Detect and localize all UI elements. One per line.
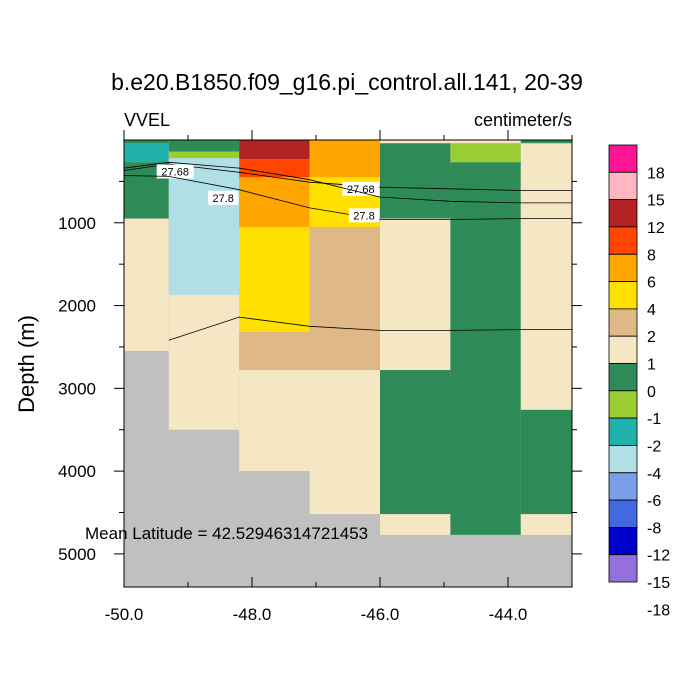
heatmap-cell: [520, 143, 572, 410]
colorbar-label: 2: [647, 329, 656, 346]
colorbar-label: -8: [647, 520, 661, 537]
mean-latitude-annotation: Mean Latitude = 42.52946314721453: [85, 524, 368, 543]
heatmap-cell: [239, 140, 310, 159]
contour-line: [123, 175, 572, 220]
heatmap-cell: [239, 177, 310, 227]
contour-label: 27.68: [347, 184, 375, 196]
heatmap-cell: [309, 226, 380, 371]
heatmap-cell: [450, 140, 521, 144]
heatmap-cell: [450, 162, 521, 535]
colorbar-label: 4: [647, 302, 656, 319]
contour-label-bg: [348, 208, 380, 223]
variable-label: VVEL: [124, 110, 170, 130]
heatmap-cell: [239, 159, 310, 178]
heatmap-cell: [168, 294, 240, 430]
heatmap-cell: [520, 409, 572, 515]
colorbar-label: -18: [647, 602, 670, 619]
heatmap-cell: [380, 370, 451, 515]
heatmap-cell: [309, 370, 380, 515]
colorbar-box: [608, 171, 638, 201]
colorbar-box: [608, 417, 638, 446]
colorbar-box: [608, 335, 638, 364]
colorbar-label: 8: [647, 247, 656, 264]
colorbar-label: 18: [647, 165, 665, 182]
colorbar-label: -4: [647, 466, 661, 483]
colorbar-box: [608, 281, 638, 310]
chart-title: b.e20.B1850.f09_g16.pi_control.all.141, …: [111, 69, 583, 95]
y-tick-label: 1000: [58, 214, 96, 233]
colorbar-box: [608, 390, 638, 419]
contour-label-bg: [342, 181, 380, 196]
x-tick-label: -44.0: [489, 605, 528, 624]
contour-label-bg: [208, 190, 239, 205]
x-tick-label: -50.0: [105, 605, 144, 624]
heatmap-cell: [239, 332, 310, 371]
heatmap-cell: [380, 218, 451, 371]
contour-label: 27.68: [161, 167, 189, 179]
heatmap-cell: [124, 218, 169, 351]
heatmap-cell: [124, 143, 169, 163]
x-tick-label: -46.0: [361, 605, 400, 624]
colorbar-box: [608, 363, 638, 392]
heatmap-cell: [168, 140, 240, 152]
colorbar-box: [608, 444, 638, 474]
y-tick-label: 2000: [58, 297, 96, 316]
colorbar: 18 15 12 8 6 4 2 1 0 -1 -2 -4 -6 -8 -12 -15 -18: [608, 144, 670, 619]
heatmap-cell: [309, 140, 380, 178]
plot-frame: [123, 139, 573, 588]
contour-label: 27.8: [353, 210, 374, 222]
heatmap-cell: [450, 143, 521, 163]
contour-line: [168, 316, 572, 341]
colorbar-label: 12: [647, 220, 665, 237]
units-label: centimeter/s: [474, 110, 572, 130]
y-tick-label: 4000: [58, 462, 96, 481]
colorbar-box: [608, 472, 638, 501]
colorbar-label: 1: [647, 357, 656, 374]
heatmap-cell: [239, 226, 310, 332]
colorbar-box: [608, 199, 638, 228]
heatmap-cell: [168, 151, 240, 159]
colorbar-box: [608, 144, 638, 173]
contour-label-bg: [156, 164, 194, 179]
y-tick-label: 3000: [58, 379, 96, 398]
plot-area: 27.68 27.68 27.8 27.8 Mean Latitude = 42.52…: [85, 139, 573, 588]
y-axis-label: Depth (m): [14, 315, 39, 413]
contour-label: 27.8: [212, 193, 233, 205]
heatmap-cell: [520, 514, 572, 535]
colorbar-label: -1: [647, 411, 661, 428]
contour-line: [123, 161, 572, 204]
colorbar-label: -12: [647, 548, 670, 565]
colorbar-box: [608, 308, 638, 337]
colorbar-box: [608, 527, 638, 556]
colorbar-label: -6: [647, 493, 661, 510]
heatmap-cell: [380, 514, 451, 535]
colorbar-label: 6: [647, 275, 656, 292]
colorbar-label: 15: [647, 193, 665, 210]
heatmap-cell: [380, 143, 451, 219]
colorbar-box: [608, 554, 638, 583]
colorbar-label: -15: [647, 575, 670, 592]
x-tick-label: -48.0: [233, 605, 272, 624]
contour-lines: 27.68 27.68 27.8 27.8: [123, 161, 572, 341]
y-tick-label: 5000: [58, 545, 96, 564]
colorbar-box: [608, 226, 638, 255]
heatmap-cell: [168, 158, 240, 295]
colorbar-box: [608, 499, 638, 528]
axes: -50.0 -48.0 -46.0 -44.0 1000 2000 3000 4000 5000: [58, 130, 582, 624]
colorbar-box: [608, 253, 638, 283]
colorbar-label: 0: [647, 384, 656, 401]
heatmap-cell: [520, 140, 572, 144]
colorbar-label: -2: [647, 438, 661, 455]
heatmap-cell: [124, 140, 169, 144]
heatmap-cell: [380, 140, 451, 144]
heatmap-cell: [239, 370, 310, 472]
